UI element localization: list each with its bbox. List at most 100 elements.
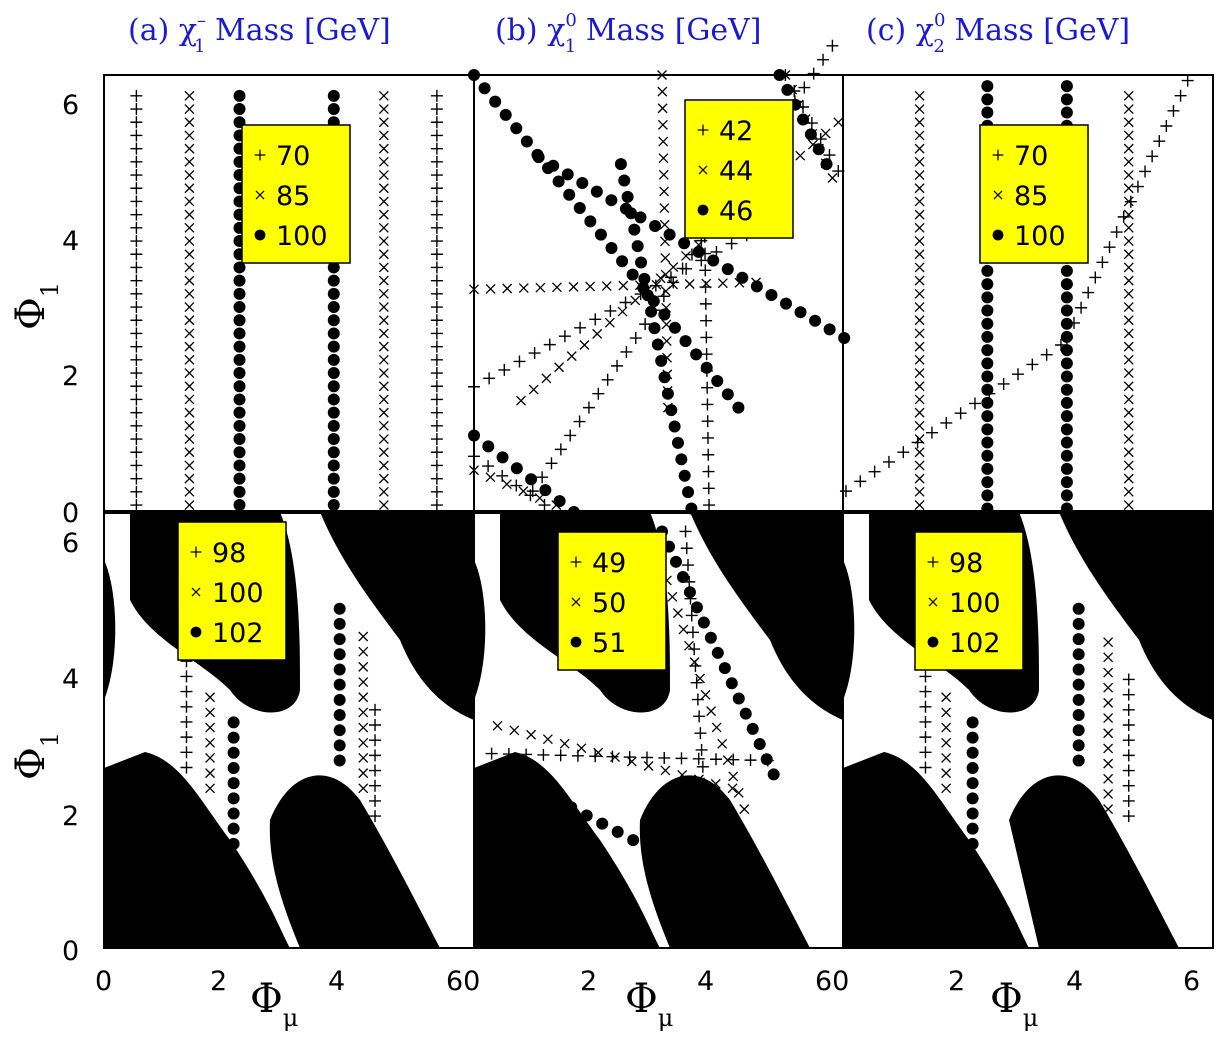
marker-85 bbox=[184, 90, 195, 101]
marker-85 bbox=[1123, 222, 1134, 233]
marker-42 bbox=[498, 363, 511, 376]
marker-44 bbox=[592, 328, 603, 339]
marker-44 bbox=[660, 252, 671, 263]
marker-42 bbox=[573, 415, 586, 428]
marker-42 bbox=[700, 314, 713, 327]
legend-marker-49 bbox=[570, 556, 582, 568]
marker-70 bbox=[1103, 241, 1116, 254]
marker-46 bbox=[711, 375, 724, 388]
marker-46 bbox=[663, 228, 676, 241]
marker-100 bbox=[327, 287, 340, 300]
marker-44 bbox=[535, 282, 546, 293]
marker-44 bbox=[795, 150, 806, 161]
legend-label: 70 bbox=[276, 141, 310, 172]
marker-42 bbox=[558, 330, 571, 343]
marker-85 bbox=[1123, 354, 1134, 365]
marker-42 bbox=[725, 237, 738, 250]
legend-top-a: 70 85 100 bbox=[241, 124, 351, 264]
marker-100 bbox=[233, 419, 246, 432]
marker-46 bbox=[692, 245, 705, 258]
marker-70 bbox=[430, 499, 443, 512]
marker-51 bbox=[673, 858, 686, 871]
marker-46 bbox=[690, 348, 703, 361]
marker-85 bbox=[184, 249, 195, 260]
marker-46 bbox=[668, 420, 681, 433]
marker-100 bbox=[941, 722, 952, 733]
marker-102 bbox=[966, 807, 979, 820]
marker-85 bbox=[1123, 447, 1134, 458]
marker-100 bbox=[1060, 410, 1073, 423]
legend-label: 70 bbox=[1014, 141, 1048, 172]
marker-49 bbox=[699, 794, 712, 807]
marker-44 bbox=[684, 279, 695, 289]
marker-100 bbox=[233, 301, 246, 314]
marker-100 bbox=[358, 677, 369, 688]
marker-100 bbox=[981, 264, 994, 277]
marker-85 bbox=[914, 341, 925, 352]
marker-46 bbox=[563, 188, 576, 201]
marker-85 bbox=[184, 328, 195, 339]
marker-49 bbox=[685, 609, 698, 622]
marker-100 bbox=[981, 423, 994, 436]
marker-46 bbox=[489, 95, 502, 108]
marker-100 bbox=[358, 646, 369, 657]
marker-98 bbox=[1122, 673, 1135, 686]
marker-44 bbox=[551, 282, 562, 293]
marker-46 bbox=[678, 237, 691, 250]
marker-98 bbox=[919, 700, 932, 713]
marker-100 bbox=[205, 737, 216, 748]
marker-46 bbox=[804, 128, 817, 141]
marker-51 bbox=[642, 842, 655, 855]
marker-46 bbox=[510, 122, 523, 135]
marker-70 bbox=[130, 419, 143, 432]
marker-44 bbox=[528, 384, 539, 395]
marker-70 bbox=[130, 274, 143, 287]
marker-85 bbox=[1123, 328, 1134, 339]
marker-46 bbox=[721, 263, 734, 276]
marker-85 bbox=[184, 315, 195, 326]
marker-42 bbox=[601, 373, 614, 386]
marker-51 bbox=[611, 825, 624, 838]
marker-46 bbox=[671, 436, 684, 449]
marker-98 bbox=[369, 749, 382, 762]
marker-85 bbox=[1123, 170, 1134, 181]
marker-44 bbox=[659, 186, 670, 197]
marker-85 bbox=[1123, 368, 1134, 379]
marker-70 bbox=[130, 89, 143, 102]
marker-44 bbox=[657, 86, 668, 97]
marker-42 bbox=[639, 318, 652, 331]
marker-100 bbox=[1103, 682, 1114, 693]
marker-100 bbox=[233, 472, 246, 485]
marker-70 bbox=[130, 353, 143, 366]
marker-100 bbox=[981, 396, 994, 409]
marker-50 bbox=[693, 774, 704, 785]
marker-98 bbox=[1122, 810, 1135, 823]
panel-title-c: (c) χ0 2 Mass [GeV] bbox=[866, 10, 1130, 57]
marker-102 bbox=[227, 777, 240, 790]
marker-100 bbox=[981, 106, 994, 119]
marker-85 bbox=[1123, 236, 1134, 247]
marker-51 bbox=[725, 677, 738, 690]
marker-100 bbox=[981, 344, 994, 357]
marker-42 bbox=[592, 387, 605, 400]
legend-label: 100 bbox=[276, 221, 328, 252]
marker-100 bbox=[981, 330, 994, 343]
y-tick-labels-top: 6 4 2 0 bbox=[62, 90, 79, 529]
marker-51 bbox=[565, 801, 578, 814]
marker-85 bbox=[914, 183, 925, 194]
marker-100 bbox=[205, 768, 216, 779]
marker-42 bbox=[545, 457, 558, 470]
marker-44 bbox=[604, 317, 615, 328]
marker-46 bbox=[621, 190, 634, 203]
marker-70 bbox=[130, 208, 143, 221]
marker-42 bbox=[699, 264, 712, 277]
marker-100 bbox=[1060, 462, 1073, 475]
marker-46 bbox=[750, 280, 763, 293]
marker-98 bbox=[919, 731, 932, 744]
marker-49 bbox=[694, 727, 707, 740]
marker-70 bbox=[130, 103, 143, 116]
marker-70 bbox=[130, 380, 143, 393]
x-tick-label: 0 bbox=[95, 966, 112, 997]
marker-50 bbox=[700, 689, 711, 700]
marker-102 bbox=[333, 739, 346, 752]
